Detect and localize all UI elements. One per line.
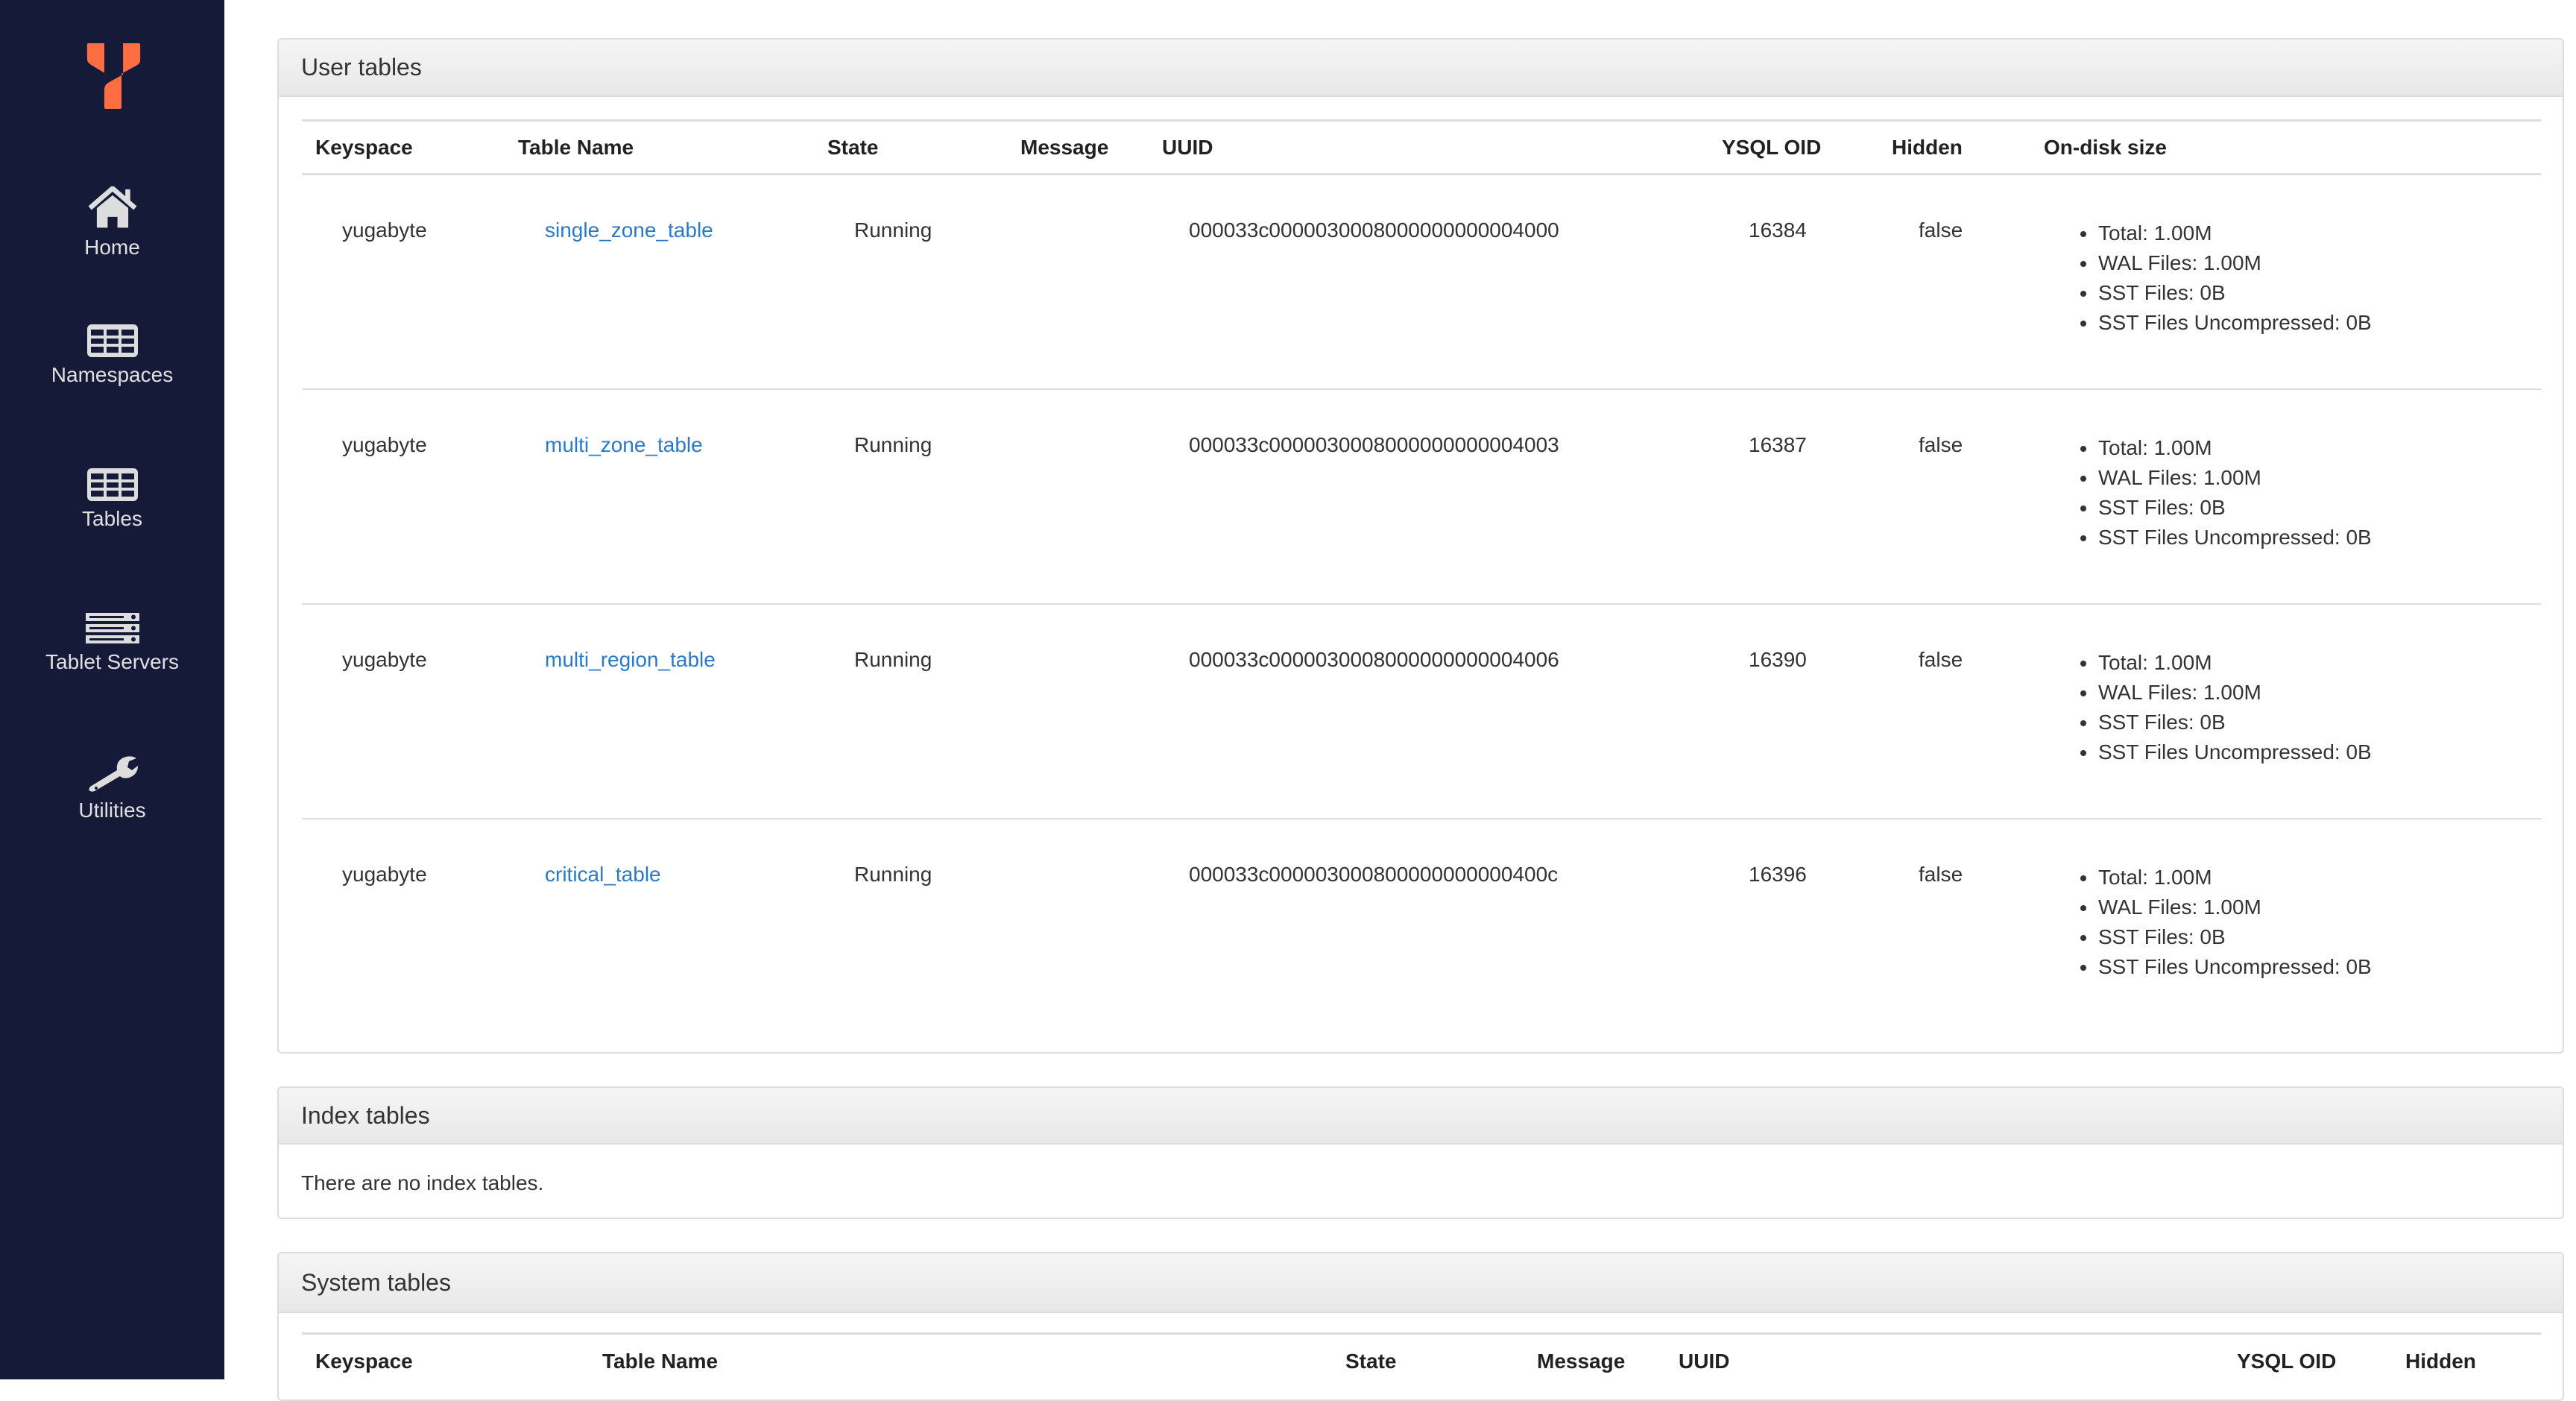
column-header[interactable]: UUID [1679, 1350, 1730, 1373]
on-disk-size-list: Total: 1.00M WAL Files: 1.00M SST Files: 0… [2030, 433, 2541, 552]
column-header[interactable]: Keyspace [315, 135, 413, 159]
ysql-oid-cell: 16384 [1749, 218, 1807, 242]
uuid-cell: 000033c000003000800000000000400c [1189, 863, 1559, 886]
table-name-link[interactable]: single_zone_table [545, 218, 713, 242]
sidebar-item-label: Tables [82, 507, 142, 530]
panel-title: System tables [279, 1253, 2563, 1313]
keyspace-cell: yugabyte [342, 863, 427, 886]
wrench-icon [88, 756, 138, 792]
size-item: WAL Files: 1.00M [2080, 463, 2541, 493]
column-header[interactable]: State [827, 135, 879, 159]
sidebar-item-tablet-servers[interactable]: Tablet Servers [0, 613, 224, 674]
hidden-cell: false [1919, 863, 1963, 886]
sidebar-item-utilities[interactable]: Utilities [0, 755, 224, 822]
on-disk-size-list: Total: 1.00M WAL Files: 1.00M SST Files: 0… [2030, 863, 2541, 982]
size-item: Total: 1.00M [2080, 648, 2541, 678]
column-header[interactable]: YSQL OID [1722, 135, 1822, 159]
yugabyte-logo[interactable] [78, 43, 149, 109]
table-header: Keyspace Table Name State Message UUID Y… [302, 1332, 2541, 1388]
user-tables-panel: User tables Keyspace Table Name State Me… [277, 38, 2564, 1054]
table-row: yugabyte single_zone_table Running 00003… [302, 175, 2541, 390]
size-item: SST Files Uncompressed: 0B [2080, 952, 2541, 982]
size-item: SST Files: 0B [2080, 922, 2541, 952]
table-name-link[interactable]: critical_table [545, 863, 661, 886]
column-header[interactable]: Table Name [518, 135, 634, 159]
system-tables-panel: System tables Keyspace Table Name State … [277, 1252, 2564, 1401]
column-header[interactable]: On-disk size [2044, 135, 2167, 159]
uuid-cell: 000033c0000030008000000000004003 [1189, 433, 1559, 456]
column-header[interactable]: Message [1537, 1350, 1626, 1373]
sidebar-item-label: Utilities [78, 799, 146, 822]
table-name-link[interactable]: multi_region_table [545, 648, 716, 671]
uuid-cell: 000033c0000030008000000000004000 [1189, 218, 1559, 242]
column-header[interactable]: Keyspace [315, 1350, 413, 1373]
column-header[interactable]: State [1345, 1350, 1397, 1373]
home-icon [88, 186, 136, 228]
state-cell: Running [854, 648, 932, 671]
size-item: SST Files Uncompressed: 0B [2080, 523, 2541, 552]
sidebar-item-label: Home [84, 236, 140, 259]
user-tables-table: Keyspace Table Name State Message UUID Y… [302, 119, 2541, 1034]
uuid-cell: 000033c0000030008000000000004006 [1189, 648, 1559, 671]
column-header[interactable]: Message [1020, 135, 1109, 159]
hidden-cell: false [1919, 648, 1963, 671]
table-row: yugabyte multi_zone_table Running 000033… [302, 390, 2541, 605]
server-icon [85, 613, 139, 643]
size-item: SST Files: 0B [2080, 708, 2541, 737]
table-grid-icon [86, 324, 138, 357]
sidebar-item-home[interactable]: Home [0, 186, 224, 259]
size-item: Total: 1.00M [2080, 863, 2541, 892]
index-tables-panel: Index tables There are no index tables. [277, 1086, 2564, 1219]
on-disk-size-list: Total: 1.00M WAL Files: 1.00M SST Files: 0… [2030, 648, 2541, 767]
size-item: WAL Files: 1.00M [2080, 248, 2541, 278]
table-header: Keyspace Table Name State Message UUID Y… [302, 119, 2541, 175]
hidden-cell: false [1919, 218, 1963, 242]
state-cell: Running [854, 218, 932, 242]
ysql-oid-cell: 16396 [1749, 863, 1807, 886]
ysql-oid-cell: 16390 [1749, 648, 1807, 671]
table-row: yugabyte multi_region_table Running 0000… [302, 605, 2541, 819]
keyspace-cell: yugabyte [342, 648, 427, 671]
sidebar-item-label: Namespaces [51, 363, 174, 386]
sidebar-item-tables[interactable]: Tables [0, 468, 224, 531]
sidebar-item-label: Tablet Servers [45, 650, 179, 673]
sidebar-item-namespaces[interactable]: Namespaces [0, 324, 224, 387]
size-item: SST Files Uncompressed: 0B [2080, 737, 2541, 767]
size-item: Total: 1.00M [2080, 433, 2541, 463]
ysql-oid-cell: 16387 [1749, 433, 1807, 456]
panel-title: User tables [279, 40, 2563, 97]
column-header[interactable]: Hidden [2405, 1350, 2476, 1373]
message-cell [1007, 863, 1149, 1034]
table-row: yugabyte critical_table Running 000033c0… [302, 819, 2541, 1034]
size-item: SST Files Uncompressed: 0B [2080, 308, 2541, 338]
hidden-cell: false [1919, 433, 1963, 456]
empty-message: There are no index tables. [301, 1171, 544, 1194]
keyspace-cell: yugabyte [342, 433, 427, 456]
table-name-link[interactable]: multi_zone_table [545, 433, 703, 456]
column-header[interactable]: Hidden [1892, 135, 1963, 159]
size-item: WAL Files: 1.00M [2080, 678, 2541, 708]
column-header[interactable]: UUID [1162, 135, 1213, 159]
message-cell [1007, 648, 1149, 818]
panel-title: Index tables [279, 1088, 2563, 1145]
size-item: SST Files: 0B [2080, 278, 2541, 308]
on-disk-size-list: Total: 1.00M WAL Files: 1.00M SST Files: 0… [2030, 218, 2541, 338]
message-cell [1007, 433, 1149, 603]
table-grid-icon [86, 468, 138, 501]
message-cell [1007, 218, 1149, 388]
sidebar: Home Namespaces Tables Tablet Servers Ut… [0, 0, 224, 1379]
system-tables-table: Keyspace Table Name State Message UUID Y… [302, 1332, 2541, 1388]
state-cell: Running [854, 863, 932, 886]
column-header[interactable]: YSQL OID [2237, 1350, 2337, 1373]
size-item: WAL Files: 1.00M [2080, 892, 2541, 922]
keyspace-cell: yugabyte [342, 218, 427, 242]
state-cell: Running [854, 433, 932, 456]
size-item: Total: 1.00M [2080, 218, 2541, 248]
size-item: SST Files: 0B [2080, 493, 2541, 523]
column-header[interactable]: Table Name [602, 1350, 719, 1373]
